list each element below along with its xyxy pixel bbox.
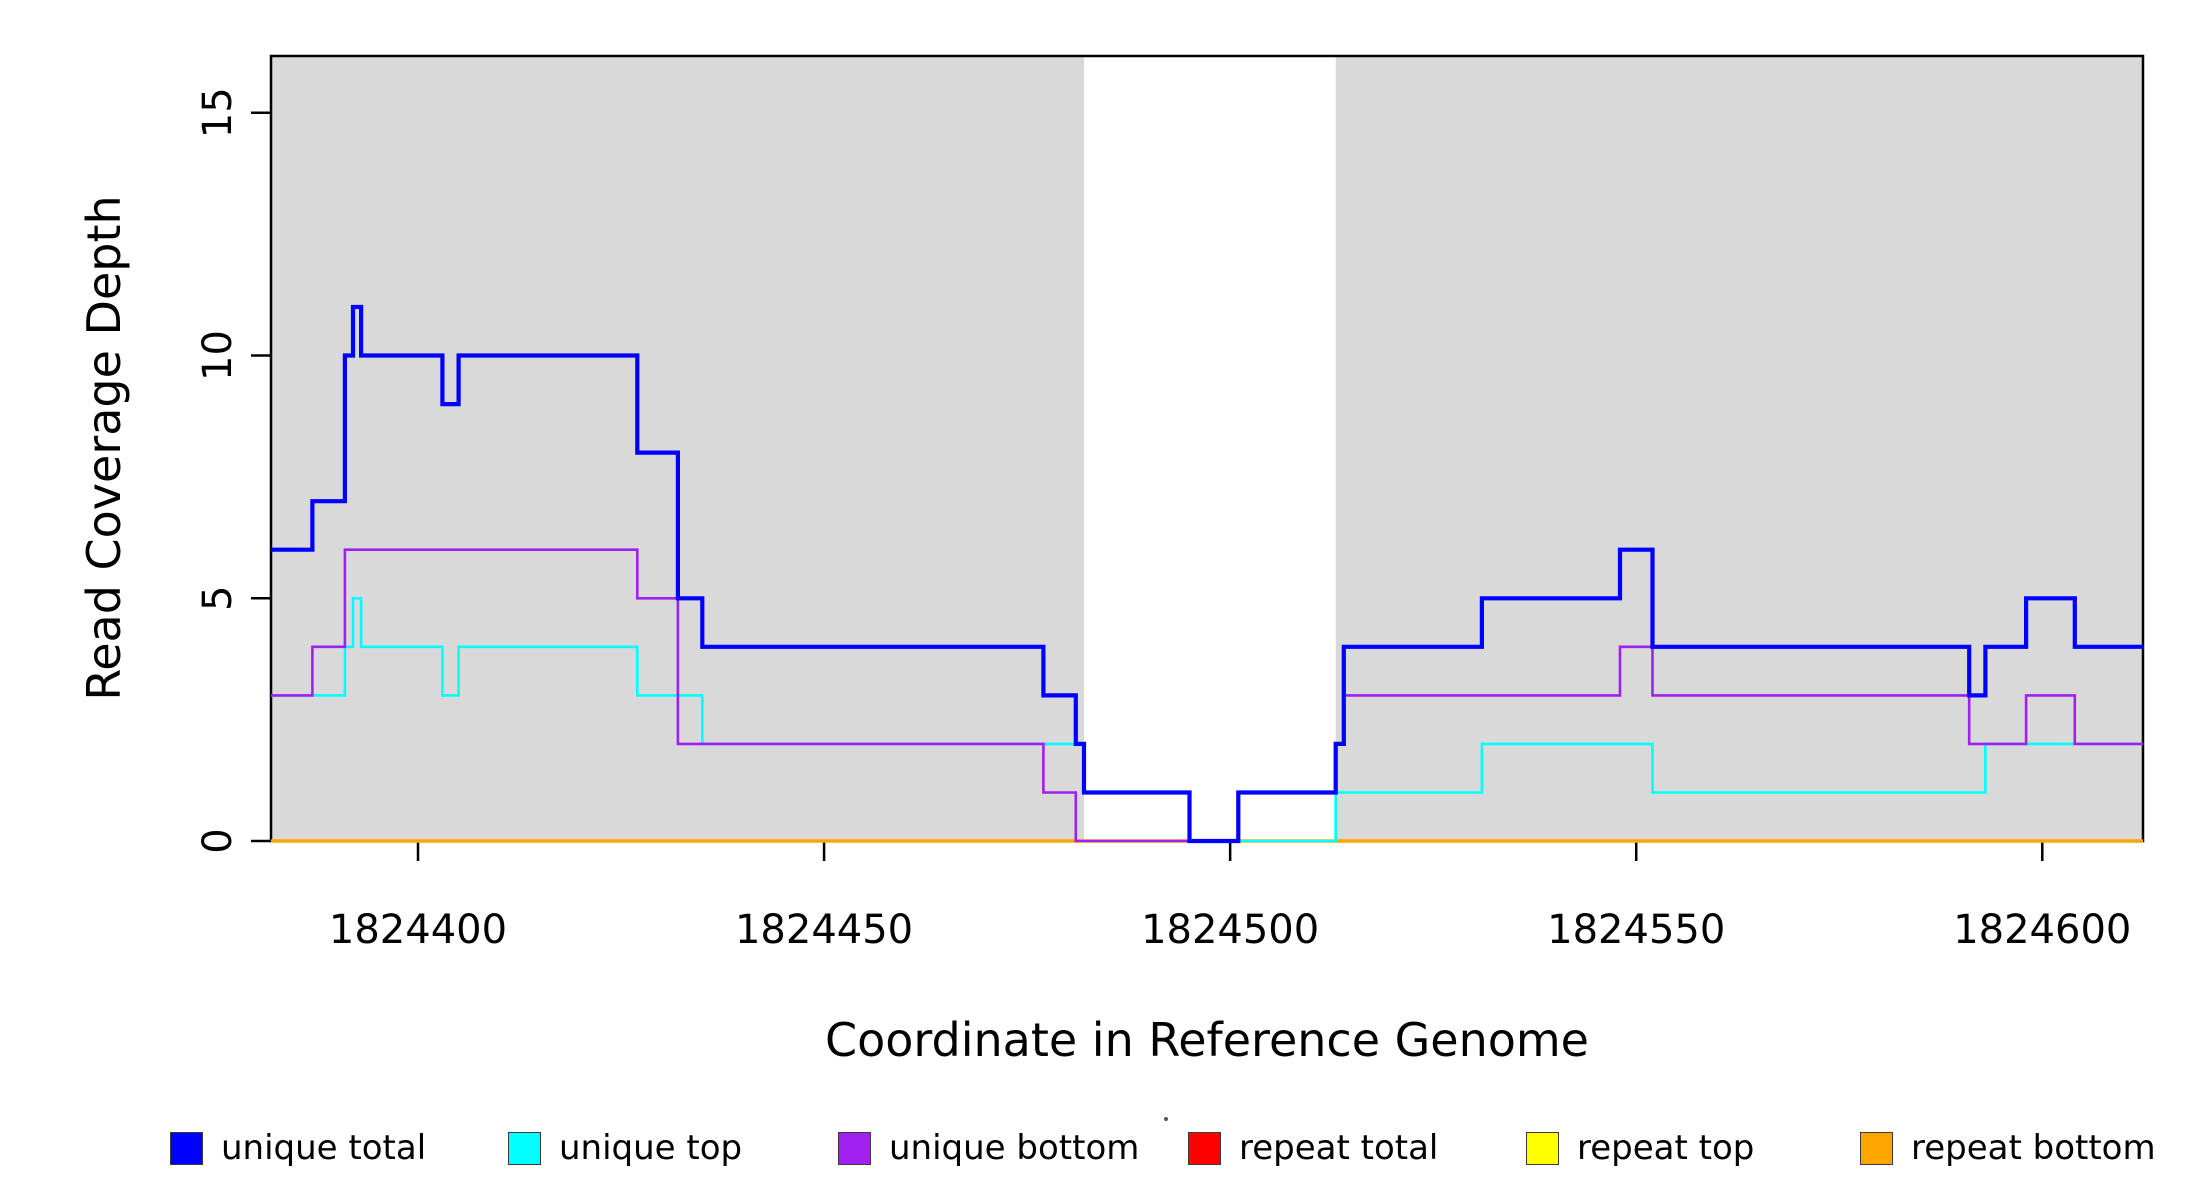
legend-item-repeat-top: repeat top [1526, 1122, 1754, 1174]
shaded-region [1335, 56, 2143, 841]
x-tick-label: 1824600 [1953, 907, 2131, 953]
y-tick-label: 0 [195, 828, 241, 853]
legend-label: unique bottom [889, 1128, 1140, 1168]
legend-label: unique total [221, 1128, 427, 1168]
series-line-unique-total [271, 304, 2143, 844]
legend-swatch-unique-top [508, 1131, 541, 1165]
x-axis-title: Coordinate in Reference Genome [825, 1013, 1589, 1067]
y-axis-title: Read Coverage Depth [77, 195, 131, 701]
x-tick-label: 1824400 [329, 907, 507, 953]
legend-label: unique top [559, 1128, 743, 1168]
legend-item-repeat-bottom: repeat bottom [1860, 1122, 2156, 1174]
legend-label: repeat top [1577, 1128, 1755, 1168]
legend-swatch-unique-total [170, 1131, 203, 1165]
legend-label: repeat bottom [1911, 1128, 2156, 1168]
y-tick-label: 15 [195, 87, 241, 138]
x-tick-label: 1824500 [1141, 907, 1319, 953]
legend-item-unique-bottom: unique bottom [838, 1122, 1139, 1174]
stray-mark [1164, 1117, 1168, 1121]
legend-item-repeat-total: repeat total [1188, 1122, 1438, 1174]
legend-item-unique-top: unique top [508, 1122, 742, 1174]
y-tick-label: 10 [195, 330, 241, 381]
legend-item-unique-total: unique total [170, 1122, 426, 1174]
legend-swatch-repeat-bottom [1860, 1131, 1893, 1165]
legend-swatch-repeat-top [1526, 1131, 1559, 1165]
legend-swatch-unique-bottom [838, 1131, 871, 1165]
x-tick-label: 1824550 [1547, 907, 1725, 953]
x-tick-label: 1824450 [735, 907, 913, 953]
legend-swatch-repeat-total [1188, 1131, 1221, 1165]
legend-label: repeat total [1239, 1128, 1439, 1168]
y-tick-label: 5 [195, 586, 241, 611]
series-line-unique-top [271, 597, 2143, 843]
